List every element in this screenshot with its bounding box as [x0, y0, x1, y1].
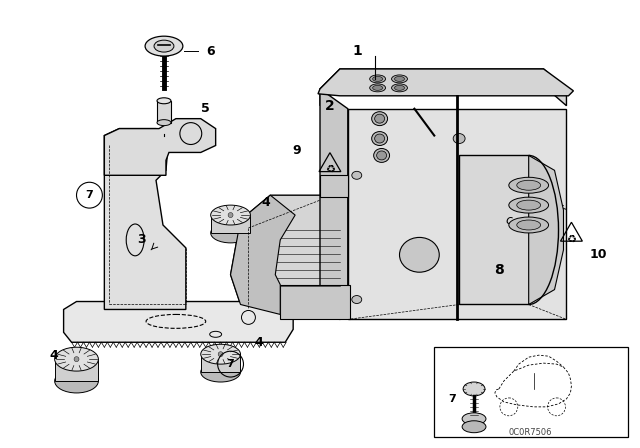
Polygon shape: [280, 284, 350, 319]
Ellipse shape: [374, 114, 385, 123]
Text: 7: 7: [448, 394, 456, 404]
Ellipse shape: [352, 296, 362, 303]
Ellipse shape: [54, 369, 99, 393]
Polygon shape: [320, 89, 348, 319]
Ellipse shape: [211, 205, 250, 225]
Ellipse shape: [54, 347, 99, 371]
Ellipse shape: [372, 77, 383, 82]
Ellipse shape: [157, 120, 171, 125]
Text: 7: 7: [86, 190, 93, 200]
Ellipse shape: [201, 344, 241, 364]
Ellipse shape: [145, 36, 183, 56]
Text: 1: 1: [353, 44, 363, 58]
Polygon shape: [230, 195, 348, 319]
Circle shape: [74, 357, 79, 362]
Ellipse shape: [394, 86, 404, 90]
Ellipse shape: [201, 362, 241, 382]
Text: 0C0R7506: 0C0R7506: [509, 428, 552, 437]
Ellipse shape: [374, 134, 385, 143]
Ellipse shape: [509, 177, 548, 193]
Ellipse shape: [157, 98, 171, 104]
Ellipse shape: [394, 77, 404, 82]
Text: ♻: ♻: [566, 234, 577, 244]
Text: 9: 9: [293, 144, 301, 157]
Ellipse shape: [509, 197, 548, 213]
Text: 8: 8: [494, 263, 504, 277]
Polygon shape: [63, 302, 293, 342]
Text: 6: 6: [206, 45, 215, 58]
Text: 4: 4: [254, 336, 263, 349]
Text: 2: 2: [325, 99, 335, 113]
Polygon shape: [320, 69, 566, 106]
Ellipse shape: [374, 148, 390, 162]
Ellipse shape: [462, 421, 486, 433]
Ellipse shape: [392, 84, 408, 92]
FancyBboxPatch shape: [211, 215, 250, 233]
Ellipse shape: [453, 134, 465, 143]
Ellipse shape: [377, 151, 387, 160]
Text: ♻: ♻: [325, 164, 335, 174]
Ellipse shape: [392, 75, 408, 83]
Ellipse shape: [399, 237, 439, 272]
Polygon shape: [230, 195, 295, 314]
Polygon shape: [348, 109, 566, 319]
Polygon shape: [104, 129, 186, 310]
Text: 4: 4: [261, 196, 269, 209]
FancyBboxPatch shape: [320, 175, 348, 197]
Ellipse shape: [372, 132, 388, 146]
Ellipse shape: [516, 200, 541, 210]
Ellipse shape: [211, 223, 250, 243]
Ellipse shape: [516, 220, 541, 230]
Circle shape: [228, 212, 233, 218]
Ellipse shape: [463, 382, 485, 396]
Ellipse shape: [370, 84, 385, 92]
Text: 4: 4: [49, 349, 58, 362]
Polygon shape: [529, 155, 563, 305]
Ellipse shape: [154, 40, 174, 52]
Polygon shape: [459, 155, 529, 305]
Ellipse shape: [370, 75, 385, 83]
Ellipse shape: [372, 112, 388, 125]
Polygon shape: [318, 69, 573, 96]
Text: 10: 10: [589, 248, 607, 261]
Ellipse shape: [352, 171, 362, 179]
FancyBboxPatch shape: [201, 354, 241, 372]
Text: 3: 3: [137, 233, 145, 246]
FancyBboxPatch shape: [54, 359, 99, 381]
Ellipse shape: [372, 86, 383, 90]
Text: c: c: [506, 214, 512, 227]
Bar: [435, 347, 628, 437]
Text: 5: 5: [202, 102, 210, 115]
Ellipse shape: [516, 180, 541, 190]
Polygon shape: [104, 119, 216, 175]
Circle shape: [218, 352, 223, 357]
Ellipse shape: [462, 413, 486, 425]
FancyBboxPatch shape: [157, 101, 171, 123]
Ellipse shape: [509, 217, 548, 233]
Text: 7: 7: [227, 359, 234, 369]
